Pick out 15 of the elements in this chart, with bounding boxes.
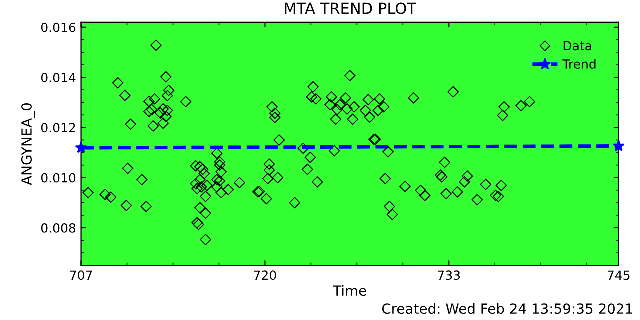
y-axis-title: ANGYNEA_0 xyxy=(21,103,36,186)
legend-label: Trend xyxy=(562,59,596,69)
x-axis-title: Time xyxy=(333,285,366,296)
text: Created: Wed Feb 24 13:59:35 2021 xyxy=(382,303,632,314)
y-tick-label: 0.010 xyxy=(41,173,76,183)
y-tick-label: 0.016 xyxy=(41,22,76,32)
y-tick-label: 0.012 xyxy=(41,123,76,133)
y-tick-label: 0.014 xyxy=(41,73,76,82)
chart-title: MTA TREND PLOT xyxy=(285,2,417,14)
x-tick-label: 707 xyxy=(70,270,92,280)
y-tick-label: 0.008 xyxy=(41,223,76,233)
x-tick-label: 720 xyxy=(254,270,276,280)
x-tick-label: 733 xyxy=(438,270,460,280)
legend-label: Data xyxy=(564,41,592,51)
x-tick-label: 745 xyxy=(608,270,630,280)
